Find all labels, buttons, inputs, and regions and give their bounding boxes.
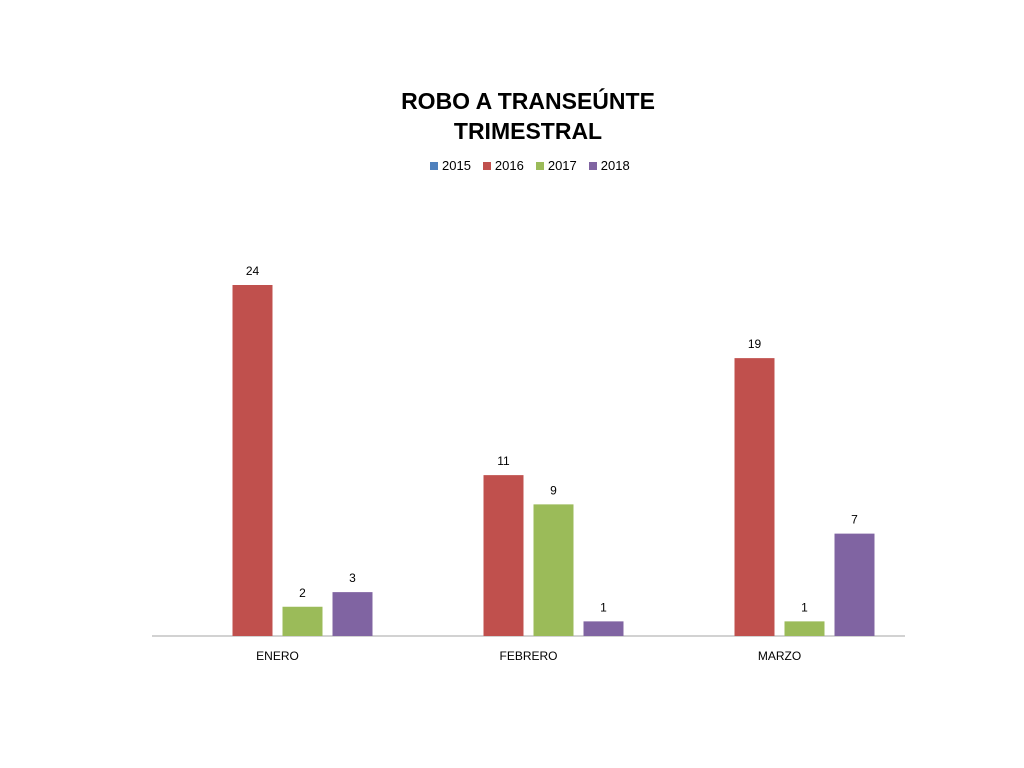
bar-2016-marzo xyxy=(734,358,775,636)
legend-label-2016: 2016 xyxy=(494,158,524,173)
chart-legend: 2015 2016 2017 2018 xyxy=(430,158,630,173)
data-label-2018-marzo: 7 xyxy=(851,513,858,527)
bar-2018-enero xyxy=(332,592,373,636)
data-label-2016-febrero: 11 xyxy=(497,454,510,468)
data-label-2018-febrero: 1 xyxy=(600,600,607,614)
bar-2016-enero xyxy=(232,285,273,636)
data-label-2017-marzo: 1 xyxy=(801,600,808,614)
data-label-2017-enero: 2 xyxy=(299,586,306,600)
legend-swatch-2017 xyxy=(535,161,544,170)
x-tick-label-enero: ENERO xyxy=(256,649,299,663)
legend-swatch-2016 xyxy=(482,161,491,170)
bar-2017-febrero xyxy=(533,504,574,636)
bar-2018-febrero xyxy=(583,621,624,636)
data-label-2017-febrero: 9 xyxy=(550,483,557,497)
bar-2016-febrero xyxy=(483,475,524,636)
bar-2017-marzo xyxy=(784,621,825,636)
data-label-2016-enero: 24 xyxy=(246,264,260,278)
data-label-2018-enero: 3 xyxy=(349,571,356,585)
x-tick-label-marzo: MARZO xyxy=(758,649,801,663)
chart-title-line-2: TRIMESTRAL xyxy=(453,118,603,144)
legend-label-2018: 2018 xyxy=(600,158,630,173)
legend-label-2017: 2017 xyxy=(547,158,577,173)
legend-item-2015: 2015 xyxy=(430,158,471,173)
legend-item-2017: 2017 xyxy=(535,158,577,173)
data-label-2016-marzo: 19 xyxy=(748,337,762,351)
legend-item-2016: 2016 xyxy=(482,158,524,173)
legend-swatch-2018 xyxy=(588,161,597,170)
chart-title-line-1: ROBO A TRANSEÚNTE xyxy=(401,88,655,114)
bar-2018-marzo xyxy=(834,533,875,636)
bar-2017-enero xyxy=(282,606,323,636)
legend-swatch-2015 xyxy=(430,161,438,170)
x-tick-label-febrero: FEBRERO xyxy=(499,649,557,663)
legend-item-2018: 2018 xyxy=(588,158,630,173)
legend-label-2015: 2015 xyxy=(442,158,471,173)
